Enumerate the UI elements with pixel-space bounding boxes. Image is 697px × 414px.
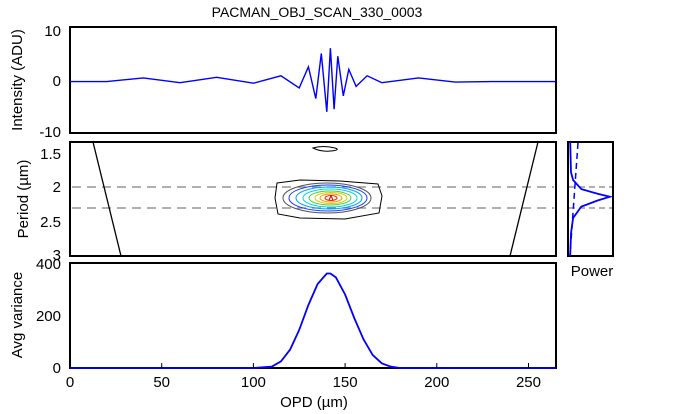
period-ytick-1.5: 1.5	[40, 146, 61, 163]
contour-level-7	[319, 193, 343, 203]
variance-ytick-200: 200	[36, 308, 61, 325]
power-spectrum-line	[569, 141, 614, 257]
power-axes-box	[567, 141, 614, 257]
variance-panel: 400 200 0 Avg variance 0 50 100 150 200 250 O…	[9, 256, 557, 411]
period-ytick-3: 3	[53, 247, 61, 264]
contour-level-5	[308, 190, 352, 206]
intensity-ytick-0: 0	[53, 73, 61, 90]
contour-level-4	[302, 188, 358, 208]
contour-peak-marker	[328, 194, 334, 201]
variance-xlabel: OPD (µm)	[280, 394, 348, 411]
opd-xtick-label: 250	[516, 374, 541, 391]
period-ytick-2.5: 2.5	[40, 214, 61, 231]
opd-xtick-label: 150	[333, 374, 358, 391]
opd-xtick-label: 200	[424, 374, 449, 391]
variance-ytick-400: 400	[36, 256, 61, 273]
power-xlabel: Power	[571, 263, 614, 280]
period-boundary-left	[92, 141, 122, 257]
contour-level-3	[295, 186, 363, 210]
period-panel: 1.5 2 2.5 3 Period (µm)	[15, 141, 557, 264]
opd-xtick-label: 100	[241, 374, 266, 391]
intensity-ytick-neg10: -10	[39, 124, 61, 141]
intensity-axes-box	[69, 26, 557, 134]
variance-ylabel: Avg variance	[9, 272, 26, 358]
period-ytick-2: 2	[53, 179, 61, 196]
contour-level-1	[282, 182, 372, 214]
intensity-plot-area	[70, 48, 556, 112]
intensity-panel: 10 0 -10 Intensity (ADU)	[9, 23, 557, 141]
period-plot-area	[72, 141, 554, 257]
power-panel: Power	[567, 141, 614, 280]
contour-level-6	[314, 192, 348, 204]
intensity-series-line	[70, 48, 556, 112]
opd-x-ticks: 0 50 100 150 200 250	[66, 363, 541, 391]
period-noise-contour	[311, 146, 338, 152]
contour-level-0	[274, 179, 383, 220]
intensity-ylabel: Intensity (ADU)	[9, 29, 26, 131]
period-ylabel: Period (µm)	[15, 160, 32, 239]
variance-ytick-0: 0	[53, 360, 61, 377]
figure-title: PACMAN_OBJ_SCAN_330_0003	[212, 4, 423, 20]
opd-xtick-label: 50	[153, 374, 170, 391]
opd-xtick-label: 0	[66, 374, 74, 391]
intensity-ytick-10: 10	[44, 23, 61, 40]
period-axes-box	[69, 141, 557, 257]
variance-axes-box	[69, 262, 557, 369]
contour-level-2	[288, 184, 368, 212]
variance-series-line	[70, 272, 556, 369]
period-boundary-right	[509, 141, 539, 257]
